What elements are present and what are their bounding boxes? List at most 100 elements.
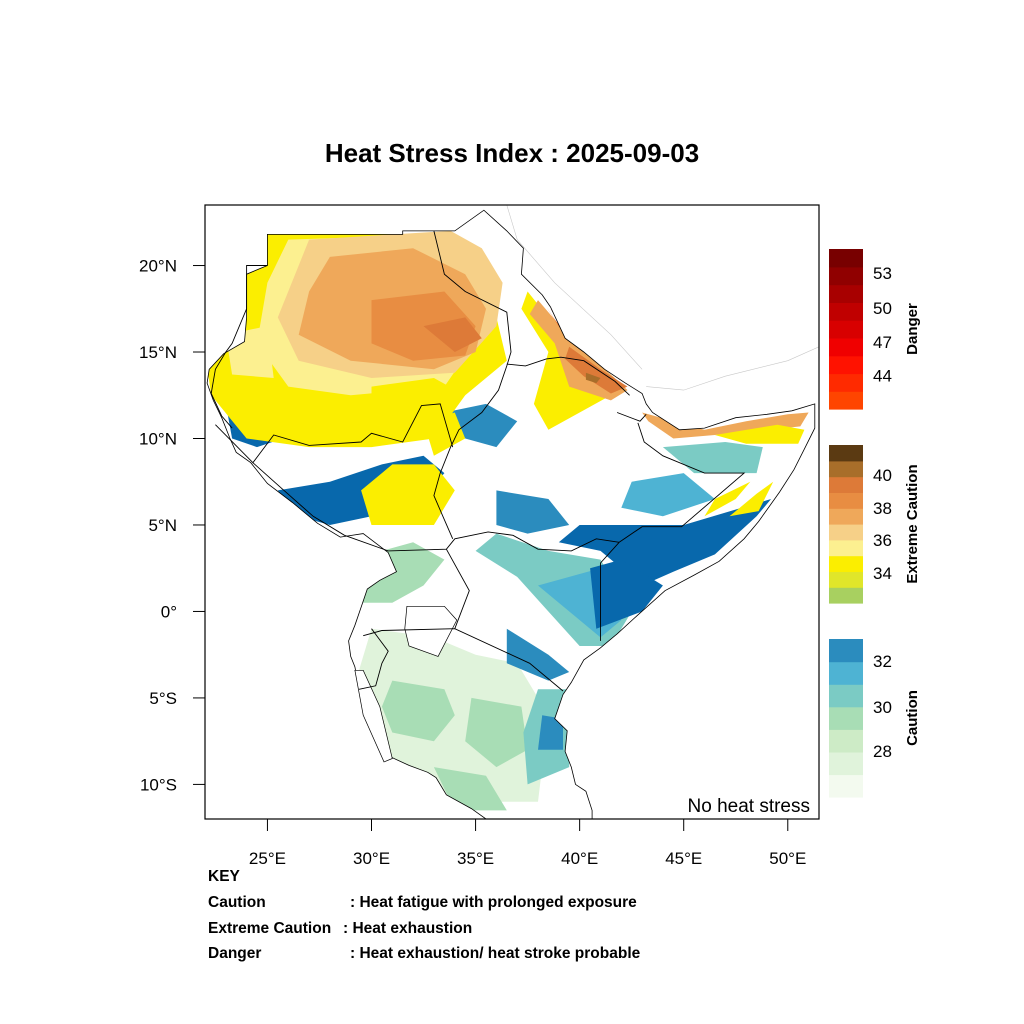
legend-swatch	[829, 337, 863, 357]
heat-index-region	[506, 628, 570, 681]
no-heat-stress-label: No heat stress	[688, 796, 811, 817]
legend-tick-label: 50	[873, 299, 892, 318]
country-border	[363, 628, 564, 692]
legend-swatch	[829, 587, 863, 604]
legend-tick-label: 44	[873, 366, 892, 385]
legend-swatch	[829, 555, 863, 572]
longitude-axis: 25°E 30°E 35°E 40°E 45°E 50°E	[249, 819, 806, 868]
heat-index-region	[225, 326, 274, 378]
legend-extreme-caution: 34 36 38 40 Extreme Caution	[829, 445, 921, 604]
y-tick-label: 10°S	[140, 775, 177, 794]
heat-index-field	[207, 210, 815, 819]
x-tick-label: 30°E	[353, 849, 390, 868]
legend-swatch	[829, 774, 863, 798]
country-border	[210, 265, 268, 429]
legend-swatch	[829, 639, 863, 663]
country-border	[358, 628, 389, 690]
key-desc: : Heat exhaustion	[343, 920, 473, 937]
key-desc: : Heat fatigue with prolonged exposure	[350, 894, 637, 911]
legend-title: Extreme Caution	[904, 464, 921, 583]
legend-caution: 28 30 32 Caution	[829, 639, 921, 798]
heat-index-region	[662, 442, 763, 474]
map-frame	[204, 204, 820, 820]
legend-swatch	[829, 391, 863, 410]
map-panel	[206, 205, 819, 819]
y-tick-label: 15°N	[139, 343, 177, 362]
legend-tick-label: 36	[873, 531, 892, 550]
legend-swatch	[829, 492, 863, 509]
country-border	[252, 462, 620, 552]
x-tick-label: 25°E	[249, 849, 286, 868]
legend-swatch	[829, 751, 863, 776]
country-border	[446, 548, 470, 629]
heat-index-region	[496, 490, 570, 534]
legend-swatch	[829, 266, 863, 286]
key-desc: : Heat exhaustion/ heat stroke probable	[350, 945, 641, 962]
country-border	[506, 356, 630, 396]
legend-tick-label: 28	[873, 742, 892, 761]
legend-swatch	[829, 508, 863, 525]
country-border	[433, 230, 512, 539]
legend-tick-label: 38	[873, 499, 892, 518]
legend: 44 47 50 53 Danger 34 36 38 40 Extreme Caution 28 3…	[829, 249, 921, 798]
country-border	[618, 422, 746, 543]
heat-index-region	[381, 680, 455, 742]
legend-title: Caution	[904, 690, 921, 746]
heat-index-region	[729, 481, 774, 517]
heat-index-region	[704, 481, 751, 517]
legend-title: Danger	[904, 303, 921, 355]
y-tick-label: 5°S	[149, 689, 177, 708]
heat-index-region	[423, 317, 482, 352]
y-tick-label: 5°N	[148, 516, 177, 535]
legend-swatch	[829, 284, 863, 303]
heat-index-region	[423, 412, 466, 456]
legend-swatch	[829, 476, 863, 493]
key-term: Caution	[208, 894, 266, 911]
lake-victoria	[404, 605, 458, 657]
lake-tanganyika	[354, 669, 393, 763]
heat-index-region	[585, 372, 601, 384]
heat-index-region	[565, 346, 628, 394]
yemen-coast	[646, 346, 819, 391]
legend-tick-label: 53	[873, 264, 892, 283]
legend-swatch	[829, 729, 863, 753]
y-tick-label: 0°	[161, 602, 177, 621]
heat-index-region	[590, 559, 663, 629]
heat-index-region	[361, 464, 455, 525]
legend-swatch	[829, 302, 863, 321]
heat-index-region	[714, 424, 805, 444]
country-border	[600, 541, 620, 641]
heat-index-region	[621, 473, 715, 517]
coastline-layer	[206, 205, 819, 819]
arabian-coast	[506, 205, 643, 370]
legend-swatch	[829, 571, 863, 588]
legend-tick-label: 34	[873, 564, 892, 583]
key-term: Danger	[208, 945, 262, 962]
x-tick-label: 45°E	[665, 849, 702, 868]
legend-swatch	[829, 249, 863, 268]
legend-tick-label: 47	[873, 333, 892, 352]
x-tick-label: 40°E	[561, 849, 598, 868]
legend-tick-label: 30	[873, 698, 892, 717]
heat-index-region	[558, 499, 772, 586]
legend-danger: 44 47 50 53 Danger	[829, 249, 921, 410]
heat-index-region	[444, 403, 518, 448]
legend-swatch	[829, 373, 863, 392]
heat-index-region	[465, 697, 528, 768]
legend-swatch	[829, 706, 863, 730]
map-title: Heat Stress Index : 2025-09-03	[324, 138, 700, 168]
heat-index-region	[538, 715, 563, 750]
y-tick-label: 10°N	[139, 429, 177, 448]
latitude-axis: 20°N 15°N 10°N 5°N 0° 5°S 10°S	[139, 257, 205, 794]
legend-swatch	[829, 684, 863, 708]
y-tick-label: 20°N	[139, 257, 177, 276]
legend-swatch	[829, 661, 863, 685]
legend-swatch	[829, 320, 863, 339]
country-borders	[210, 230, 746, 692]
legend-swatch	[829, 539, 863, 557]
legend-swatch	[829, 355, 863, 375]
coastline	[206, 209, 816, 819]
key-heading: KEY	[208, 868, 240, 885]
